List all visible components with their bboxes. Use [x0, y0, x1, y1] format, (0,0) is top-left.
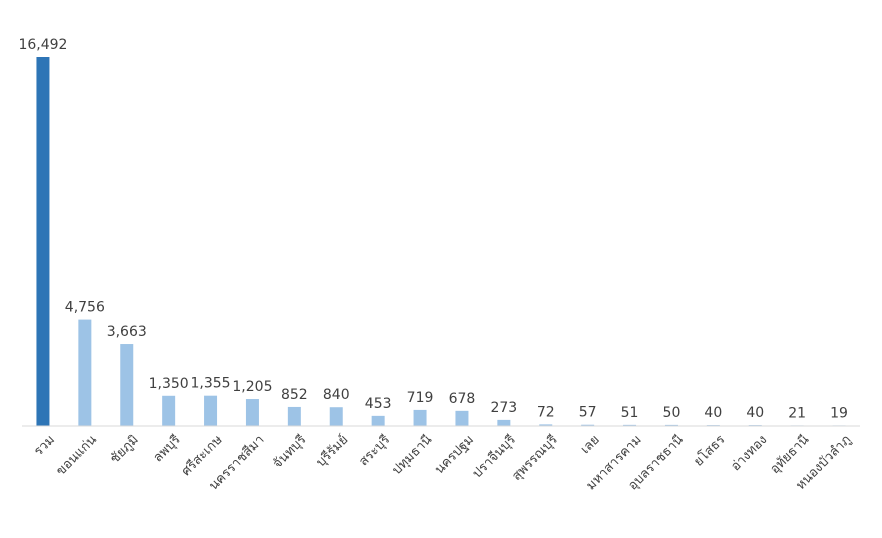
- value-label-19: 19: [830, 405, 848, 421]
- value-label-2: 3,663: [107, 324, 147, 340]
- value-label-8: 453: [365, 396, 392, 412]
- bar-1: [78, 319, 92, 426]
- value-label-9: 719: [407, 390, 434, 406]
- bar-7: [329, 407, 343, 426]
- value-label-13: 57: [579, 405, 597, 421]
- category-label-17: อ่างทอง: [728, 432, 770, 474]
- bar-3: [162, 395, 176, 426]
- bar-9: [413, 409, 427, 426]
- bar-4: [204, 395, 218, 426]
- value-label-11: 273: [490, 400, 517, 416]
- category-label-9: ปทุมธานี: [389, 432, 435, 478]
- value-label-10: 678: [449, 391, 476, 407]
- value-label-3: 1,350: [149, 376, 189, 392]
- bar-15: [664, 424, 678, 426]
- value-label-1: 4,756: [65, 300, 105, 316]
- value-label-4: 1,355: [191, 376, 231, 392]
- value-label-0: 16,492: [18, 37, 67, 53]
- value-label-15: 50: [663, 405, 681, 421]
- category-label-1: ขอนแก่น: [53, 432, 100, 479]
- bar-5: [245, 399, 259, 426]
- category-label-12: สุพรรณบุรี: [509, 432, 561, 484]
- bars-group: [36, 57, 846, 426]
- category-label-6: จันทบุรี: [270, 432, 310, 472]
- bar-2: [120, 344, 134, 426]
- bar-12: [539, 424, 553, 426]
- value-label-17: 40: [746, 405, 764, 421]
- bar-0: [36, 57, 50, 426]
- bar-6: [287, 406, 301, 426]
- bar-13: [581, 424, 595, 426]
- category-label-0: รวม: [31, 432, 58, 459]
- value-label-14: 51: [621, 405, 639, 421]
- value-label-5: 1,205: [232, 379, 272, 395]
- bar-14: [623, 424, 637, 426]
- category-label-8: สระบุรี: [356, 432, 394, 470]
- bar-8: [371, 415, 385, 426]
- category-label-13: เลย: [578, 432, 603, 457]
- value-label-12: 72: [537, 404, 555, 420]
- category-label-2: ชัยภูมิ: [107, 432, 141, 466]
- value-label-18: 21: [788, 405, 806, 421]
- bar-11: [497, 419, 511, 426]
- value-label-6: 852: [281, 387, 308, 403]
- category-label-7: บุรีรัมย์: [313, 432, 351, 470]
- category-label-3: ลพบุรี: [150, 432, 184, 466]
- value-label-7: 840: [323, 387, 350, 403]
- value-label-16: 40: [704, 405, 722, 421]
- category-label-16: ยโสธร: [691, 432, 729, 470]
- bar-10: [455, 410, 469, 426]
